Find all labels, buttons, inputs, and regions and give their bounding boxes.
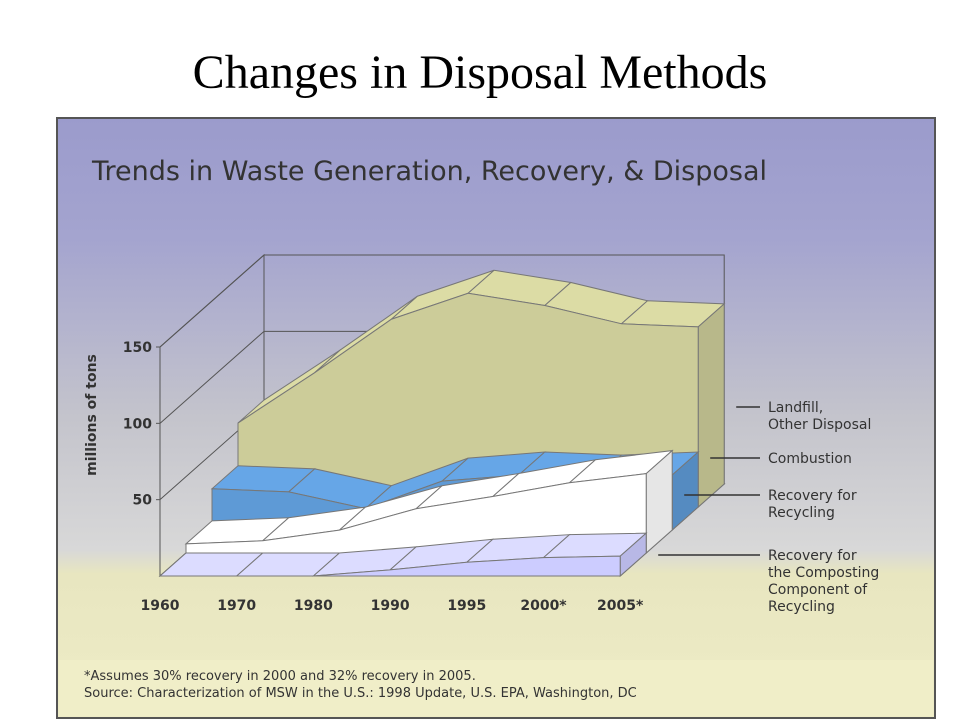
note-band bbox=[59, 660, 933, 716]
x-tick-label: 1980 bbox=[294, 598, 333, 614]
area-front bbox=[160, 555, 621, 577]
x-tick-label: 1990 bbox=[371, 598, 410, 614]
slide-title: Changes in Disposal Methods bbox=[193, 46, 768, 99]
x-tick-label: 2000* bbox=[520, 598, 567, 614]
footnote: *Assumes 30% recovery in 2000 and 32% re… bbox=[84, 669, 476, 684]
grid-line bbox=[159, 254, 725, 348]
x-tick-label: 1970 bbox=[217, 598, 256, 614]
chart-title: Trends in Waste Generation, Recovery, & … bbox=[91, 156, 767, 187]
legend-label: Combustion bbox=[768, 451, 852, 467]
source-note: Source: Characterization of MSW in the U… bbox=[84, 686, 637, 701]
area-end bbox=[697, 302, 725, 509]
x-tick-label: 2005* bbox=[597, 598, 644, 614]
y-axis-label: millions of tons bbox=[84, 354, 100, 476]
legend-label: Recovery for Recycling bbox=[768, 488, 857, 521]
legend-label: Landfill, Other Disposal bbox=[768, 400, 871, 433]
y-tick-label: 150 bbox=[123, 340, 152, 356]
y-tick-label: 50 bbox=[133, 493, 153, 509]
plot: 50 100 150 1960 1970 1980 1990 1995 2000* 2005* La… bbox=[123, 253, 879, 615]
x-tick-label: 1995 bbox=[447, 598, 486, 614]
y-tick-label: 100 bbox=[123, 416, 152, 432]
x-tick-label: 1960 bbox=[141, 598, 180, 614]
legend-label: Recovery for the Composting Component of Re… bbox=[768, 548, 879, 615]
